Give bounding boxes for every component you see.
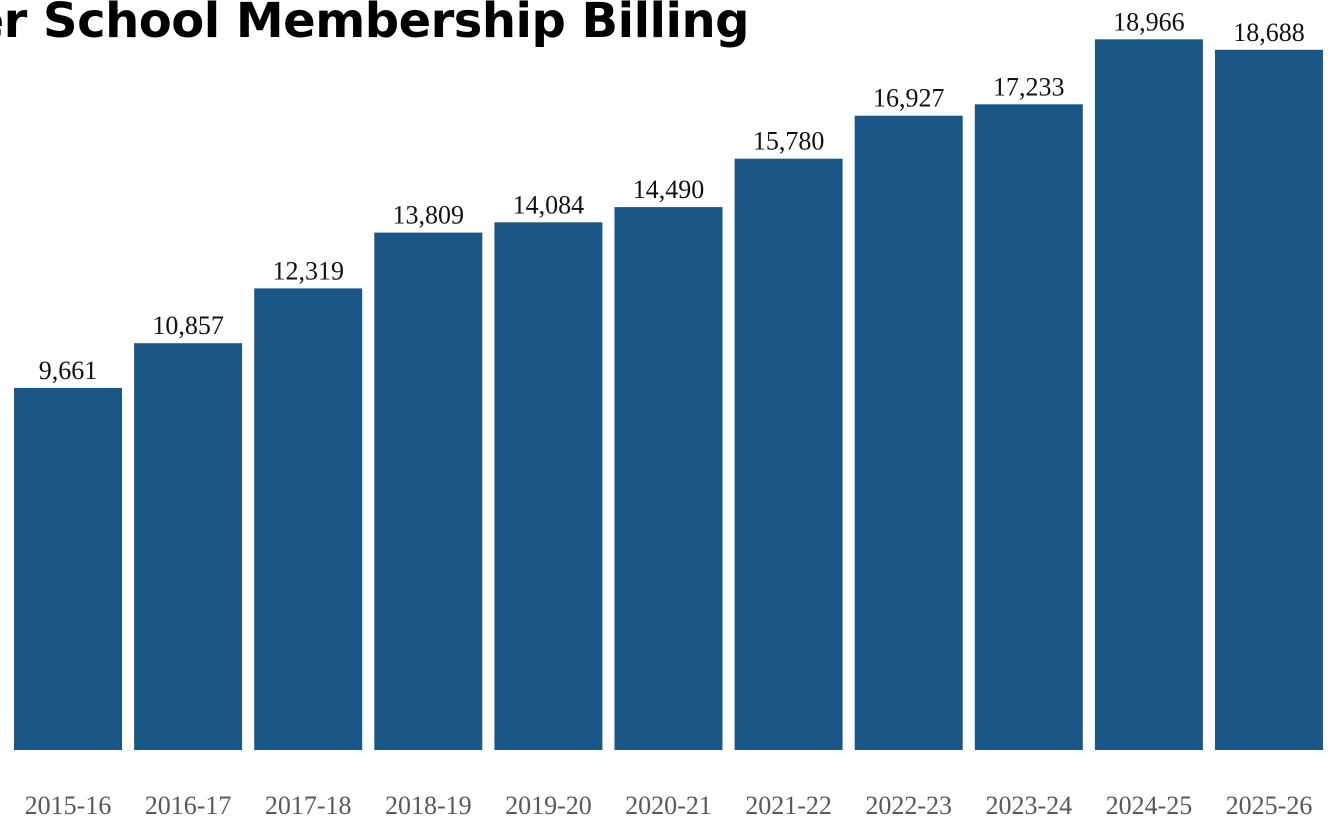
bar-2019-20 (494, 222, 603, 751)
bar-2025-26 (1215, 49, 1323, 751)
bars-group (14, 39, 1323, 751)
x-tick-label-2015-16: 2015-16 (25, 791, 112, 820)
value-label-2023-24: 17,233 (993, 72, 1065, 101)
value-label-2019-20: 14,084 (513, 190, 585, 219)
bar-2016-17 (134, 343, 243, 750)
value-label-2016-17: 10,857 (152, 311, 224, 340)
x-tick-label-2023-24: 2023-24 (985, 791, 1072, 820)
bar-2024-25 (1094, 39, 1203, 751)
bar-2022-23 (854, 115, 963, 750)
x-tick-label-2024-25: 2024-25 (1106, 791, 1193, 820)
value-label-2017-18: 12,319 (272, 256, 344, 285)
x-tick-label-2022-23: 2022-23 (865, 791, 952, 820)
x-tick-label-2020-21: 2020-21 (625, 791, 712, 820)
x-tick-label-2018-19: 2018-19 (385, 791, 472, 820)
bar-2021-22 (734, 158, 843, 750)
value-label-2020-21: 14,490 (633, 175, 705, 204)
value-labels-group: 9,661 10,857 12,319 13,809 14,084 14,490 15,78… (39, 7, 1305, 385)
value-label-2018-19: 13,809 (393, 201, 465, 230)
bar-2023-24 (974, 104, 1083, 751)
value-label-2022-23: 16,927 (873, 84, 945, 113)
bar-2020-21 (614, 207, 723, 751)
chart-title: rter School Membership Billing (0, 0, 749, 49)
x-tick-label-2019-20: 2019-20 (505, 791, 592, 820)
value-label-2015-16: 9,661 (39, 356, 98, 385)
bar-2017-18 (254, 288, 363, 750)
x-tick-label-2016-17: 2016-17 (145, 791, 232, 820)
x-tick-label-2017-18: 2017-18 (265, 791, 352, 820)
value-label-2025-26: 18,688 (1233, 18, 1305, 47)
x-tick-label-2021-22: 2021-22 (745, 791, 832, 820)
x-axis-tick-labels: 2015-16 2016-17 2017-18 2018-19 2019-20 2020-… (25, 791, 1313, 820)
bar-2018-19 (374, 232, 483, 751)
x-tick-label-2025-26: 2025-26 (1226, 791, 1313, 820)
value-label-2024-25: 18,966 (1113, 7, 1185, 36)
bar-2015-16 (14, 388, 122, 750)
value-label-2021-22: 15,780 (753, 127, 825, 156)
